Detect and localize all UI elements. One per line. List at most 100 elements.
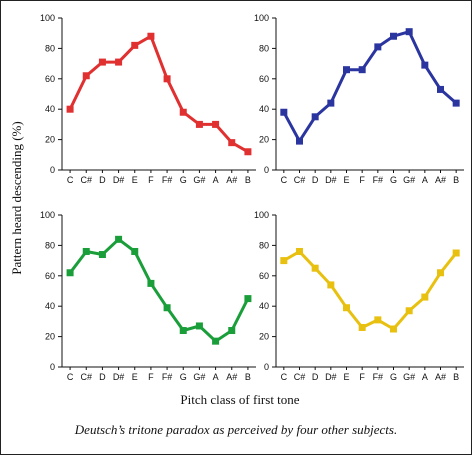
y-tick-label: 40 (45, 104, 55, 114)
x-tick-label: C# (80, 372, 92, 382)
x-tick-label: B (453, 175, 459, 185)
x-tick-label: D (312, 372, 319, 382)
x-tick-label: A (422, 175, 428, 185)
figure-caption: Deutsch’s tritone paradox as perceived b… (74, 422, 398, 437)
data-point (421, 293, 429, 301)
x-tick-label: D# (325, 372, 337, 382)
x-tick-label: G# (403, 175, 415, 185)
data-point (296, 137, 303, 145)
data-point (131, 41, 139, 49)
data-point (280, 108, 288, 116)
x-tick-label: C# (294, 372, 306, 382)
data-point (244, 295, 252, 303)
x-tick-label: E (343, 175, 349, 185)
x-tick-label: G# (403, 372, 415, 382)
y-axis-title: Pattern heard descending (%) (9, 121, 24, 274)
y-tick-label: 0 (50, 165, 55, 175)
data-point (82, 72, 90, 80)
x-tick-label: D# (113, 372, 125, 382)
series-line (283, 250, 458, 331)
data-point (390, 325, 397, 333)
x-tick-label: F (359, 175, 365, 185)
y-tick-label: 20 (45, 332, 55, 342)
x-tick-label: G# (193, 175, 205, 185)
data-point (131, 247, 139, 255)
x-tick-label: F# (162, 175, 173, 185)
x-tick-label: F (148, 372, 154, 382)
x-tick-label: F# (162, 372, 173, 382)
x-tick-label: A (213, 175, 219, 185)
y-tick-label: 80 (259, 240, 269, 250)
x-tick-label: C (67, 175, 74, 185)
series-line (282, 30, 458, 143)
data-point (296, 247, 303, 255)
data-point (147, 32, 155, 40)
x-tick-label: D (99, 175, 106, 185)
data-point (311, 264, 319, 272)
data-point (195, 322, 203, 330)
x-tick-label: C# (80, 175, 92, 185)
x-tick-label: F# (373, 175, 384, 185)
x-tick-label: G (390, 372, 397, 382)
data-point (327, 99, 335, 107)
x-tick-label: B (453, 372, 459, 382)
data-point (374, 43, 382, 51)
panel-bottom-right: 0 20 40 60 80 100 C C# D D# E F F# G G# A A# B (254, 210, 464, 382)
x-tick-label: D (99, 372, 106, 382)
x-tick-label: B (245, 175, 251, 185)
data-point (452, 249, 460, 257)
data-point (163, 304, 171, 312)
data-point (390, 32, 397, 40)
x-tick-label: C# (294, 175, 306, 185)
x-tick-label: F (359, 372, 365, 382)
data-point (343, 66, 350, 74)
y-tick-label: 60 (45, 74, 55, 84)
x-tick-label: G# (193, 372, 205, 382)
x-tick-label: F# (373, 372, 384, 382)
data-point (66, 269, 74, 277)
data-point (115, 58, 123, 66)
data-point (343, 304, 350, 312)
x-tick-label: E (343, 372, 349, 382)
x-tick-label: G (180, 372, 187, 382)
y-tick-label: 20 (259, 332, 269, 342)
x-tick-label: A# (226, 175, 237, 185)
data-point (179, 108, 187, 116)
data-point (115, 235, 123, 243)
y-tick-label: 60 (259, 271, 269, 281)
data-point (280, 257, 288, 265)
data-point (98, 58, 106, 66)
data-point (212, 120, 220, 128)
data-point (358, 66, 366, 74)
data-point (179, 327, 187, 335)
data-point (405, 28, 413, 36)
data-point (358, 323, 366, 331)
data-point (327, 281, 335, 289)
data-point (244, 148, 252, 156)
x-tick-label: C (67, 372, 74, 382)
data-point (421, 61, 429, 69)
y-tick-label: 0 (50, 362, 55, 372)
x-tick-label: E (132, 372, 138, 382)
x-tick-label: C (281, 175, 288, 185)
data-point (452, 99, 460, 107)
y-tick-label: 20 (259, 135, 269, 145)
x-tick-label: B (245, 372, 251, 382)
y-tick-label: 60 (259, 74, 269, 84)
data-point (147, 279, 155, 287)
x-tick-label: G (390, 175, 397, 185)
y-tick-label: 100 (254, 13, 269, 23)
panel-bottom-left: 0 20 40 60 80 100 C C# D D# E F F# G G# A A# B (40, 210, 256, 382)
y-tick-label: 20 (45, 135, 55, 145)
data-point (98, 251, 106, 259)
panel-top-right: 0 20 40 60 80 100 C C# D D# E F F# G G# A A# B (254, 13, 464, 185)
x-tick-label: D (312, 175, 319, 185)
y-tick-label: 80 (45, 240, 55, 250)
x-tick-label: A# (435, 372, 446, 382)
data-point (405, 307, 413, 315)
series-line (68, 237, 250, 343)
y-tick-label: 100 (40, 210, 55, 220)
x-tick-label: A (422, 372, 428, 382)
y-tick-label: 40 (259, 301, 269, 311)
